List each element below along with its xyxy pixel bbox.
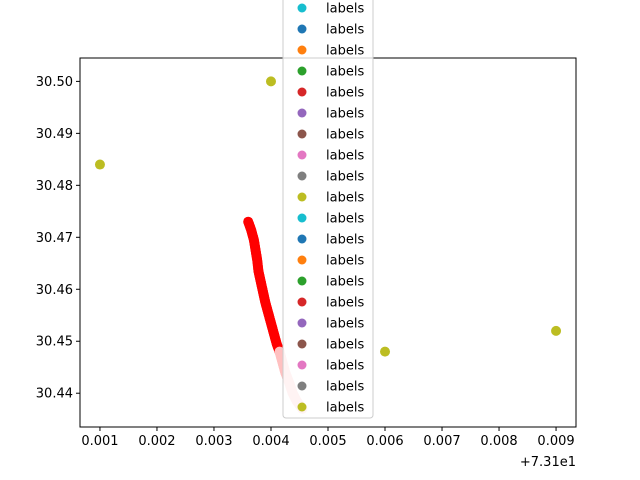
legend-label: labels bbox=[326, 65, 364, 80]
legend-marker bbox=[297, 66, 307, 76]
legend-label: labels bbox=[326, 107, 364, 122]
legend-label: labels bbox=[326, 128, 364, 143]
legend-label: labels bbox=[326, 296, 364, 311]
legend-marker bbox=[297, 150, 307, 160]
legend-label: labels bbox=[326, 170, 364, 185]
legend-marker bbox=[297, 402, 307, 412]
legend-label: labels bbox=[326, 149, 364, 164]
legend: labels labels labels labels labels labels labe… bbox=[282, 0, 374, 419]
legend-marker bbox=[297, 318, 307, 328]
legend-label: labels bbox=[326, 401, 364, 416]
legend-marker bbox=[297, 234, 307, 244]
legend-label: labels bbox=[326, 233, 364, 248]
legend-label: labels bbox=[326, 254, 364, 269]
legend-marker bbox=[297, 87, 307, 97]
data-point bbox=[94, 159, 105, 170]
y-tick-label: 30.44 bbox=[36, 387, 73, 402]
legend-marker bbox=[297, 381, 307, 391]
legend-label: labels bbox=[326, 359, 364, 374]
data-point bbox=[265, 76, 276, 87]
x-tick-label: 0.006 bbox=[366, 434, 403, 449]
x-tick-label: 0.005 bbox=[309, 434, 346, 449]
legend-label: labels bbox=[326, 2, 364, 17]
x-offset-label: +7.31e1 bbox=[520, 455, 576, 470]
legend-label: labels bbox=[326, 275, 364, 290]
legend-label: labels bbox=[326, 380, 364, 395]
legend-marker bbox=[297, 213, 307, 223]
x-tick-label: 0.001 bbox=[81, 434, 118, 449]
x-tick-label: 0.008 bbox=[480, 434, 517, 449]
legend-marker bbox=[297, 255, 307, 265]
y-tick-label: 30.45 bbox=[36, 335, 73, 350]
legend-label: labels bbox=[326, 212, 364, 227]
y-tick-label: 30.48 bbox=[36, 179, 73, 194]
legend-label: labels bbox=[326, 338, 364, 353]
legend-marker bbox=[297, 45, 307, 55]
legend-label: labels bbox=[326, 44, 364, 59]
x-tick-label: 0.009 bbox=[537, 434, 574, 449]
legend-label: labels bbox=[326, 23, 364, 38]
legend-marker bbox=[297, 171, 307, 181]
legend-marker bbox=[297, 297, 307, 307]
legend-marker bbox=[297, 339, 307, 349]
ticks-layer: 0.001 0.002 0.003 0.004 0.005 0.006 0.007 0.008… bbox=[36, 75, 575, 449]
y-tick-label: 30.46 bbox=[36, 283, 73, 298]
legend-marker bbox=[297, 276, 307, 286]
legend-marker bbox=[297, 24, 307, 34]
data-point bbox=[551, 325, 562, 336]
x-tick-label: 0.003 bbox=[195, 434, 232, 449]
legend-marker bbox=[297, 129, 307, 139]
legend-label: labels bbox=[326, 191, 364, 206]
data-point bbox=[380, 346, 391, 357]
x-tick-label: 0.007 bbox=[423, 434, 460, 449]
legend-marker bbox=[297, 108, 307, 118]
y-tick-label: 30.47 bbox=[36, 231, 73, 246]
x-tick-label: 0.002 bbox=[138, 434, 175, 449]
legend-marker bbox=[297, 3, 307, 13]
legend-marker bbox=[297, 192, 307, 202]
legend-marker bbox=[297, 360, 307, 370]
y-tick-label: 30.50 bbox=[36, 75, 73, 90]
x-tick-label: 0.004 bbox=[252, 434, 289, 449]
legend-box bbox=[282, 0, 374, 419]
legend-label: labels bbox=[326, 317, 364, 332]
legend-label: labels bbox=[326, 86, 364, 101]
y-tick-label: 30.49 bbox=[36, 127, 73, 142]
